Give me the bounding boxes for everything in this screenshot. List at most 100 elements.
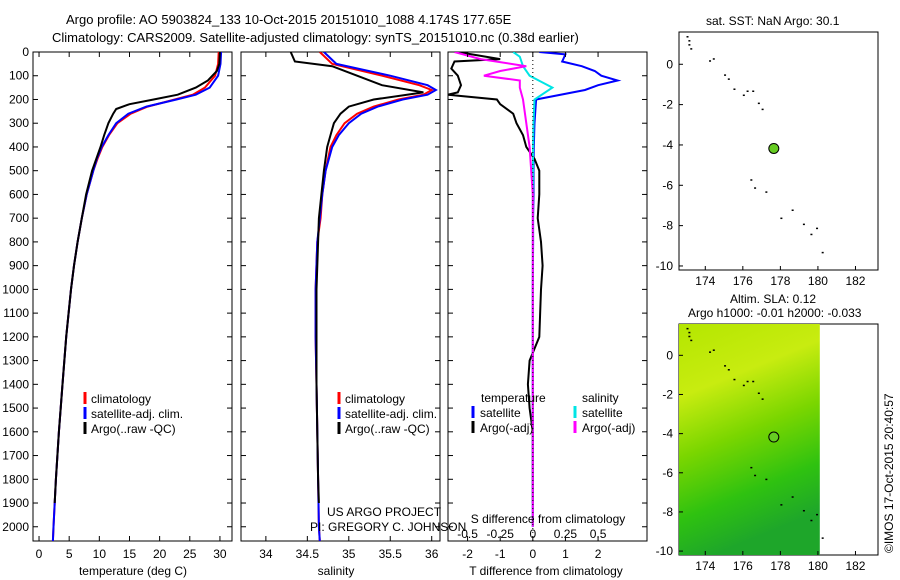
sla-map-xtick-label: 180 [808,559,828,573]
sst-map-island [752,90,755,92]
legend-label-t-satellite: satellite [480,406,521,420]
sla-map-title-1: Altim. SLA: 0.12 [730,292,816,306]
sst-map-island [690,48,693,50]
sla-map-island [810,519,813,522]
temperature-xtick-label: 30 [213,547,227,561]
sla-map-island [754,474,757,477]
sla-map-xtick-label: 174 [695,559,715,573]
sla-map-island [780,504,783,506]
sla-map-ytick-label: -6 [662,466,673,480]
difference-xtick-label: 1 [562,547,569,561]
depth-tick-label: 1900 [2,496,29,510]
sst-map-island [750,179,753,181]
depth-tick-label: 700 [9,211,29,225]
sla-map-island [791,496,794,498]
sla-map-island [724,365,727,367]
sst-map-ytick-label: -2 [662,98,673,112]
salinity-axis-label: salinity [318,564,355,578]
sla-map-xtick-label: 176 [733,559,753,573]
sst-map-title: sat. SST: NaN Argo: 30.1 [706,14,840,28]
legend-label-t-argo: Argo(-adj) [480,421,533,435]
sst-map-island [688,44,691,46]
sla-map-title-2: Argo h1000: -0.01 h2000: -0.033 [688,306,862,320]
sla-map-island [821,537,824,539]
depth-tick-label: 1100 [3,306,29,320]
project-line-2: PI: GREGORY C. JOHNSON [310,520,466,534]
legend-label-climatology: climatology [345,392,405,406]
difference-series-temperature-satellite [531,52,622,527]
temperature-xtick-label: 25 [183,547,197,561]
legend-label-argo: Argo(..raw -QC) [91,422,176,436]
sla-map-island [686,327,689,330]
title-line-1: Argo profile: AO 5903824_133 10-Oct-2015… [66,12,512,27]
depth-tick-label: 500 [9,164,29,178]
sst-map-island [754,187,757,189]
depth-tick-label: 1200 [2,330,29,344]
difference-xtick-label: 2 [595,547,602,561]
sla-map-island [688,335,691,338]
depth-tick-label: 800 [9,235,29,249]
sla-map-island [733,378,736,381]
s-difference-tick-label: 0.5 [590,527,607,541]
difference-xtick-label: -2 [462,547,473,561]
imos-watermark: ©IMOS 17-Oct-2015 20:40:57 [882,393,896,553]
sla-map-island [690,339,693,342]
sst-map-xtick-label: 174 [695,274,715,288]
sst-map-xtick-label: 182 [845,274,865,288]
sst-map-island [791,209,794,211]
salinity-xtick-label: 35 [342,547,356,561]
sla-map-island [765,478,768,481]
temperature-xtick-label: 20 [153,547,167,561]
sla-map-island [709,351,712,353]
legend-label-argo: Argo(..raw -QC) [345,422,430,436]
sla-map-island [727,369,730,371]
sst-map-island [780,217,783,220]
sla-map-xtick-label: 182 [845,559,865,573]
difference-xtick-label: 0 [529,547,536,561]
sst-map-ytick-label: 0 [666,57,673,71]
difference-series-salinity-argo-adj [454,52,534,527]
sst-map-ytick-label: -8 [662,219,673,233]
depth-tick-label: 1600 [2,425,29,439]
sst-map-island [709,60,712,62]
s-difference-tick-label: 0.25 [554,527,578,541]
temperature-legend: climatology satellite-adj. clim. Argo(..… [83,392,183,436]
legend-label-s-argo: Argo(-adj) [582,421,635,435]
depth-tick-label: 200 [9,92,29,106]
sst-map-island [712,58,715,60]
salinity-series-argo-raw-qc [289,52,424,504]
sst-map-island [802,223,805,226]
temperature-series-climatology [51,52,220,541]
sla-map-island [761,398,764,400]
temperature-xtick-label: 15 [123,547,137,561]
difference-series-temperature-argo-adj [448,52,544,503]
sla-map-ytick-label: 0 [666,348,673,362]
sst-map-ytick-label: -10 [656,259,674,273]
salinity-legend: climatology satellite-adj. clim. Argo(..… [337,392,437,436]
sst-map-island [746,90,749,92]
legend-header-salinity: salinity [582,391,619,405]
depth-tick-label: 100 [9,69,29,83]
depth-tick-label: 300 [9,116,29,130]
s-difference-axis-label: S difference from climatology [471,512,626,526]
sla-map-float-marker [768,431,780,443]
sla-map-island [752,380,755,383]
sla-map-ytick-label: -2 [662,387,673,401]
sst-map-xtick-label: 176 [733,274,753,288]
depth-tick-label: 600 [9,187,29,201]
temperature-xtick-label: 0 [36,547,43,561]
salinity-panel-frame [240,51,441,542]
depth-tick-label: 1700 [2,449,29,463]
project-line-1: US ARGO PROJECT [327,505,442,519]
sst-map-island [742,94,745,97]
temperature-xtick-label: 10 [93,547,107,561]
legend-label-s-satellite: satellite [582,406,623,420]
legend-header-temperature: temperature [481,391,546,405]
sst-map-island [810,233,813,236]
depth-tick-label: 1400 [2,377,29,391]
s-difference-tick-label: -0.5 [457,527,478,541]
sla-map-island [757,392,760,395]
sla-map-island [746,380,749,383]
temperature-panel-frame [32,51,233,542]
sla-heatmap [679,324,820,555]
